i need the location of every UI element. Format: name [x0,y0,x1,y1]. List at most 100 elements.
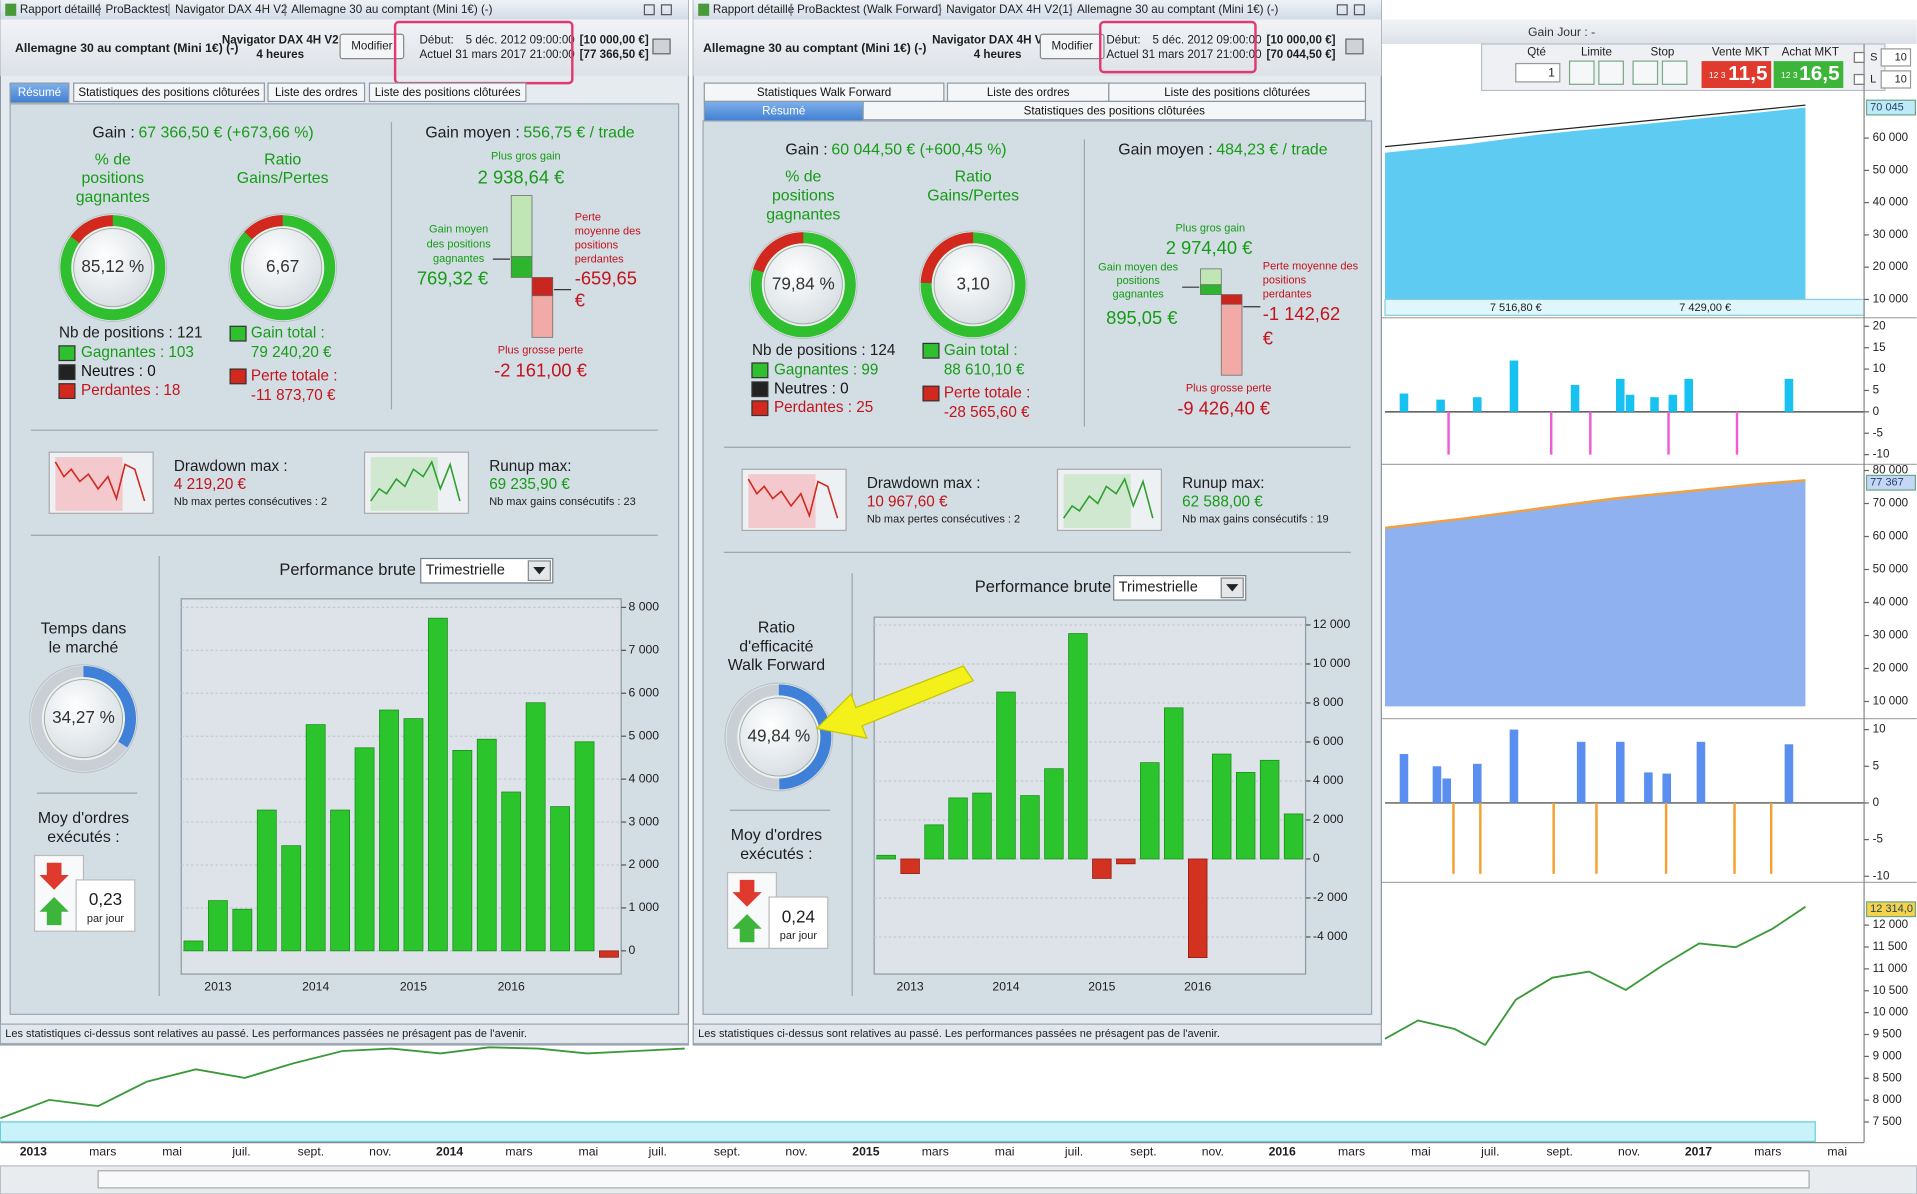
ring-value: 79,84 % [772,274,835,293]
tab-label[interactable]: Statistiques des positions clôturées [78,86,260,99]
callout-arrow [815,665,975,739]
label: Temps dans [41,621,127,638]
axis-label: 60 000 [1873,131,1909,144]
order-button[interactable] [1632,60,1659,85]
date-label: mai [1827,1145,1847,1159]
tab[interactable] [862,100,1367,121]
date-label: nov. [369,1145,391,1159]
axis-label: 11 500 [1873,940,1908,953]
tab-label[interactable]: Statistiques Walk Forward [757,86,891,99]
pnl-bar [1784,744,1794,803]
tab[interactable] [267,82,366,103]
label: 69 235,90 € [489,476,570,493]
order-button[interactable] [1598,60,1624,85]
order-button[interactable] [1568,60,1595,85]
tab-label[interactable]: Liste des positions clôturées [1164,86,1310,99]
label: 16,5 [1799,62,1839,85]
label: Actuel : [1106,48,1145,61]
axis-label: 7 500 [1873,1115,1902,1128]
maximize[interactable] [660,4,672,16]
pnl-loss [1667,411,1670,455]
modify-button[interactable] [1039,33,1105,60]
checkbox[interactable] [1853,73,1865,85]
scrollbar[interactable] [97,1170,1810,1189]
tab-label[interactable]: Liste des ordres [275,86,358,99]
label: Performance brute [975,578,1112,596]
bar [599,950,619,958]
gain-loss-bar [1220,294,1243,305]
tab[interactable] [368,82,527,103]
print-icon[interactable] [1345,38,1364,55]
tab[interactable] [73,82,265,103]
label: exécutés : [740,846,812,863]
label: Gain moyen : [425,124,519,141]
tab-label[interactable]: Statistiques des positions clôturées [1024,104,1206,117]
date-label: juil. [648,1145,667,1159]
ring-value: 6,67 [266,257,299,276]
thumbnail-area [1063,474,1131,528]
label: Gain moyen [429,224,488,236]
label: 10 [1895,73,1907,85]
maximize[interactable] [1353,4,1365,16]
pnl-loss [1552,802,1555,874]
y-tick-label: 5 000 [629,728,660,742]
window-tab[interactable]: Navigator DAX 4H V2(1) [946,3,1073,16]
pnl-bar [1399,393,1409,412]
label: -11 873,70 € [251,387,336,404]
axis-label: 5 [1873,384,1879,397]
pnl-bar [1442,778,1452,803]
label: 12 3 [1781,70,1798,80]
label[interactable]: Modifier [351,40,392,53]
window-tab[interactable]: Rapport détaillé [713,3,794,16]
axis-label: 20 000 [1873,662,1909,675]
window-tab[interactable]: Rapport détaillé [20,3,101,16]
label: € [1263,328,1273,349]
window-tab[interactable]: Allemagne 30 au comptant (Mini 1€) (-) [291,3,492,16]
minimize[interactable] [643,4,655,16]
label: [10 000,00 €] [1266,33,1335,46]
sell-button[interactable] [1701,61,1772,88]
window-tab[interactable]: ProBacktest (Walk Forward) [797,3,942,16]
checkbox[interactable] [1853,51,1865,63]
period-value[interactable]: Trimestrielle [426,563,505,579]
y-tick-label: 4 000 [629,771,660,785]
bar [1283,813,1304,860]
window-tab[interactable]: Allemagne 30 au comptant (Mini 1€) (-) [1077,3,1278,16]
window-tab[interactable]: Navigator DAX 4H V2 [175,3,287,16]
ring-arc [83,666,137,748]
date-label: nov. [1618,1145,1640,1159]
print-icon[interactable] [652,38,671,55]
axis-label: 10 000 [1873,695,1909,708]
period-value[interactable]: Trimestrielle [1119,580,1198,596]
label: 62 588,00 € [1182,493,1263,510]
last-value: 12 314,0 [1870,903,1913,915]
gain-loss-bar [510,195,533,258]
tab-label[interactable]: Résumé [18,86,61,99]
order-button[interactable] [1661,60,1688,85]
pnl-loss [1589,411,1592,455]
axis-label: 8 000 [1873,1093,1902,1106]
minimize[interactable] [1336,4,1348,16]
ring-arc [920,232,974,284]
thumbnail-area [748,474,816,528]
label: Moy d'ordres [38,810,129,827]
label: Navigator DAX 4H V2(1) [932,33,1063,46]
qty-input[interactable] [1515,62,1561,83]
tab[interactable] [9,82,70,104]
orders-box [768,896,829,949]
window-tab[interactable]: ProBacktest [105,3,168,16]
label: 12 3 [1709,70,1726,80]
label: Gain total : [944,342,1018,359]
tab-label[interactable]: Résumé [762,104,805,117]
label: -28 565,60 € [944,404,1030,421]
thumbnail-area [370,457,438,511]
label: moyenne des [575,225,641,237]
tab-label[interactable]: Liste des positions clôturées [375,86,521,99]
modify-button[interactable] [339,33,405,60]
label[interactable]: Modifier [1052,40,1093,53]
disclaimer: Les statistiques ci-dessus sont relative… [5,1028,527,1040]
buy-button[interactable] [1773,61,1844,88]
label: Vente MKT [1712,46,1769,59]
tab-label[interactable]: Liste des ordres [987,86,1070,99]
